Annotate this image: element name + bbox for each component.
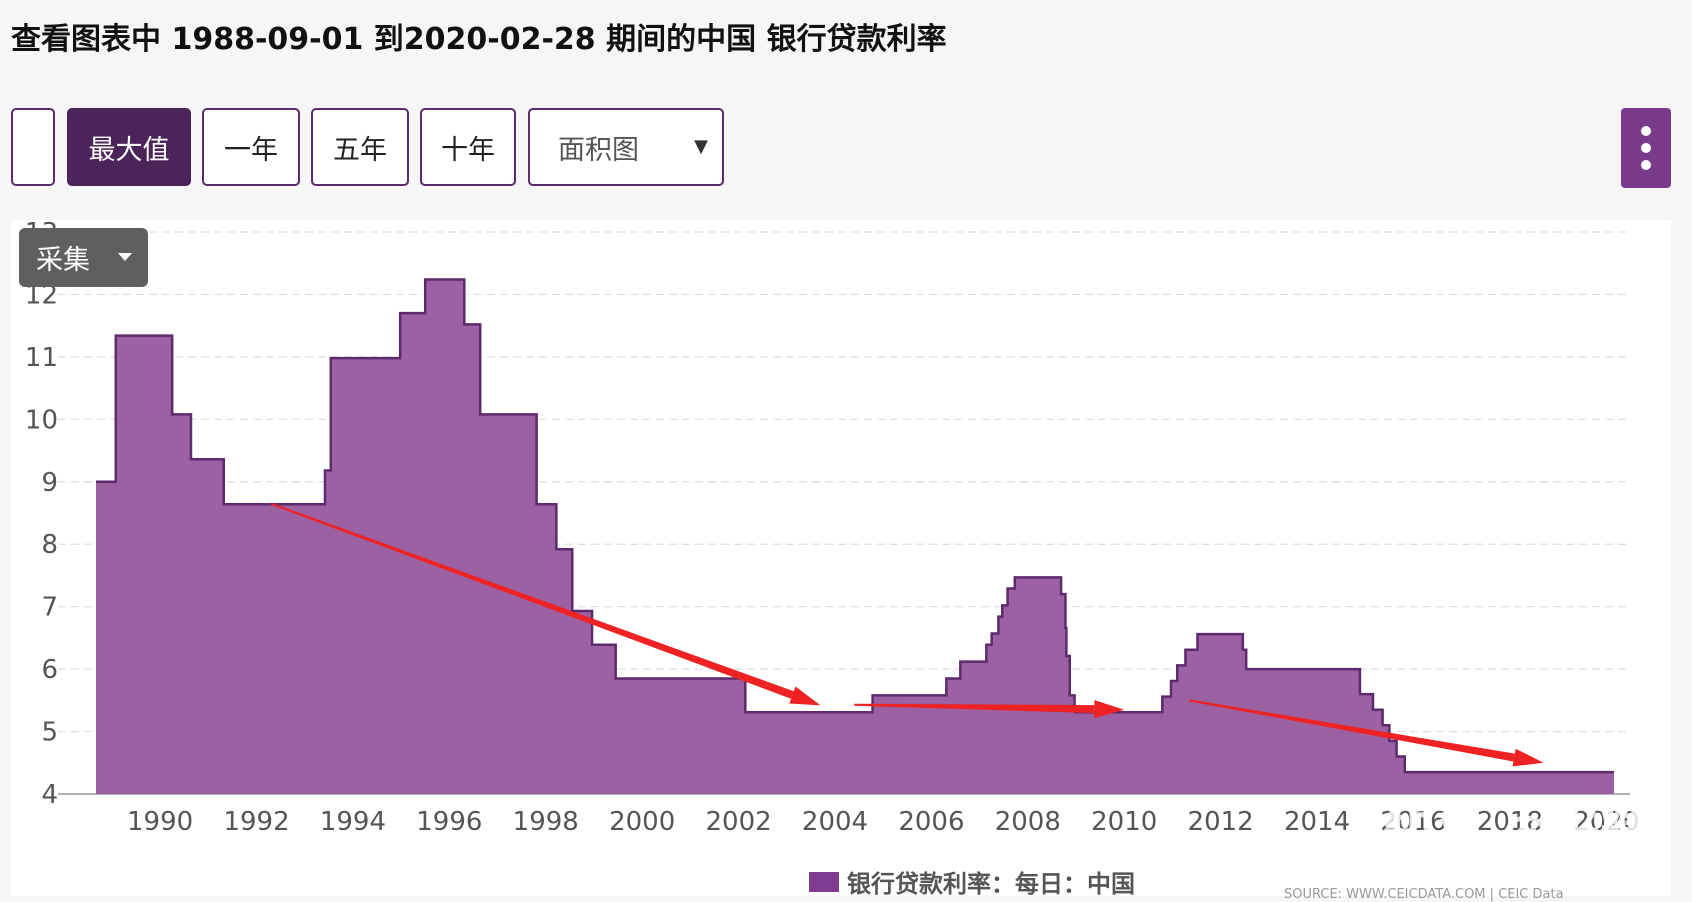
more-options-icon[interactable] — [1621, 108, 1671, 188]
y-tick-label: 10 — [25, 405, 58, 435]
x-tick-label: 1990 — [127, 807, 193, 837]
x-tick-label: 2008 — [995, 807, 1061, 837]
toolbar: 最大值 一年 五年 十年 面积图 ▼ — [11, 108, 1671, 188]
x-tick-label: 1998 — [513, 807, 579, 837]
x-tick-label: 1996 — [416, 807, 482, 837]
trend-arrow-head — [1512, 748, 1544, 767]
y-tick-label: 4 — [41, 780, 58, 810]
x-tick-label: 1992 — [223, 807, 289, 837]
x-tick-label: 1994 — [320, 807, 386, 837]
x-tick-label: 2018 — [1477, 807, 1543, 837]
x-tick-label: 2012 — [1188, 807, 1254, 837]
trend-arrow-shaft — [1189, 699, 1515, 762]
series-area — [96, 279, 1614, 794]
collect-button-label: 采集 — [36, 245, 90, 276]
trend-arrow-shaft — [854, 703, 1095, 714]
dropdown-caret-icon: ▼ — [694, 136, 708, 157]
x-tick-label: 2006 — [898, 807, 964, 837]
y-tick-label: 7 — [41, 593, 58, 623]
dot — [1641, 126, 1651, 136]
source-credit: SOURCE: WWW.CEICDATA.COM | CEIC Data — [1284, 887, 1564, 902]
chart-type-select-value: 面积图 — [558, 134, 639, 166]
y-tick-label: 11 — [25, 343, 58, 373]
range-button-blank[interactable] — [11, 108, 55, 186]
x-tick-label: 2010 — [1091, 807, 1157, 837]
y-tick-label: 8 — [41, 530, 58, 560]
series-line — [96, 278, 1614, 774]
y-tick-label: 9 — [41, 468, 58, 498]
x-tick-label: 2014 — [1284, 807, 1350, 837]
trend-arrow-head — [1094, 700, 1125, 719]
range-button-5y[interactable]: 五年 — [311, 108, 409, 186]
range-button-max[interactable]: 最大值 — [67, 108, 191, 186]
chart-legend[interactable]: 银行贷款利率：每日：中国 — [809, 864, 1135, 899]
chart-type-select[interactable]: 面积图 ▼ — [528, 108, 724, 186]
dot — [1641, 143, 1651, 153]
legend-swatch — [809, 871, 839, 892]
page-title: 查看图表中 1988-09-01 到2020-02-28 期间的中国 银行贷款利… — [11, 22, 947, 57]
x-tick-label: 2020 — [1573, 807, 1639, 837]
trend-arrow-shaft — [270, 502, 794, 699]
legend-label: 银行贷款利率：每日：中国 — [847, 870, 1135, 898]
y-tick-label: 5 — [41, 718, 58, 748]
collect-button[interactable]: 采集 — [19, 228, 148, 287]
dot — [1641, 160, 1651, 170]
dropdown-caret-icon — [118, 253, 132, 261]
x-tick-label: 2016 — [1380, 807, 1446, 837]
range-button-1y[interactable]: 一年 — [202, 108, 300, 186]
watermark: 知乎 @米糖 — [1383, 805, 1651, 863]
range-button-10y[interactable]: 十年 — [420, 108, 516, 186]
x-tick-label: 2000 — [609, 807, 675, 837]
x-tick-label: 2002 — [705, 807, 771, 837]
trend-arrow-head — [789, 686, 821, 706]
y-tick-label: 6 — [41, 655, 58, 685]
x-tick-label: 2004 — [802, 807, 868, 837]
